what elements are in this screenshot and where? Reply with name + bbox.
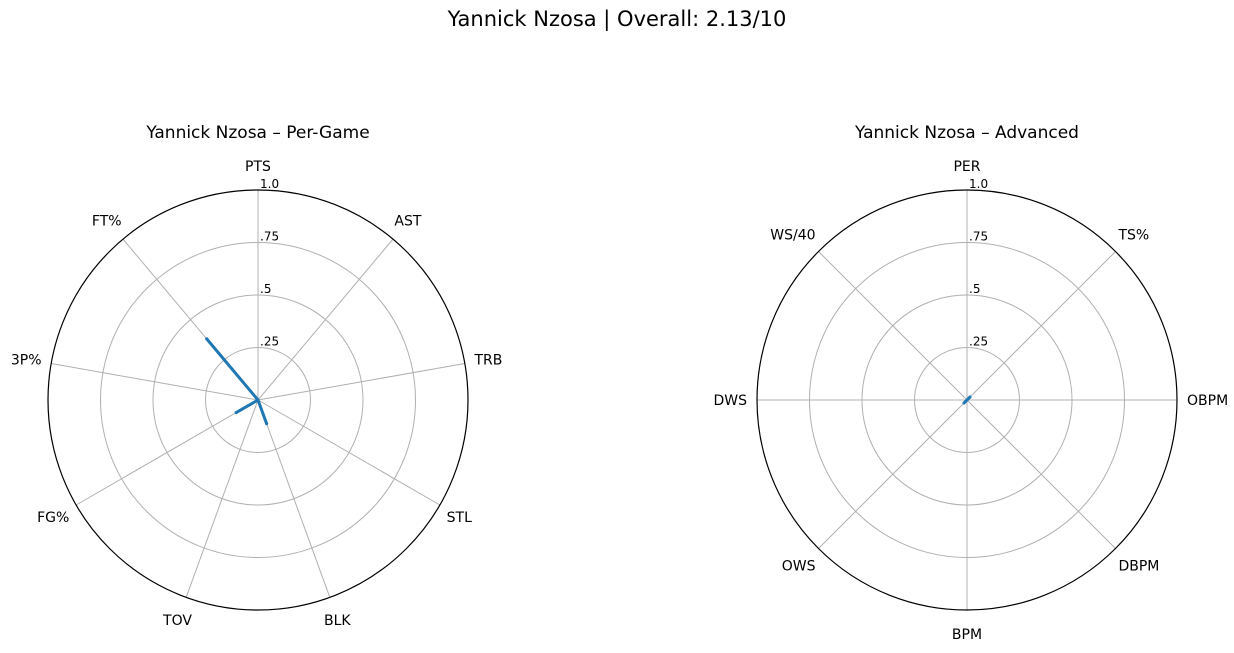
category-label-blk: BLK <box>324 613 351 629</box>
category-label-dbpm: DBPM <box>1118 558 1159 574</box>
category-label-trb: TRB <box>473 352 502 368</box>
category-label-dws: DWS <box>713 393 747 409</box>
spoke-blk <box>257 399 331 598</box>
radial-tick-label: .75 <box>260 230 279 244</box>
category-label-obpm: OBPM <box>1187 393 1228 409</box>
spoke-fg-pct <box>75 399 259 506</box>
chart-title-advanced: Yannick Nzosa – Advanced <box>854 123 1079 143</box>
spoke-dbpm <box>966 399 1116 549</box>
category-label-ws-40: WS/40 <box>770 228 815 244</box>
spoke-stl <box>257 399 441 506</box>
radar-chart-per-game: Yannick Nzosa – Per-Game .25 .5 .75 1.0 PTS A… <box>11 123 502 629</box>
spoke-ts-pct <box>966 251 1116 401</box>
radial-tick-label: .25 <box>969 335 988 349</box>
category-label-tov: TOV <box>162 613 192 629</box>
category-label-pts: PTS <box>245 159 271 175</box>
outer-frame <box>756 189 1178 611</box>
category-label-fg-pct: FG% <box>37 510 69 526</box>
category-label-ast: AST <box>394 214 421 230</box>
outer-frame <box>47 189 469 611</box>
data-point-3p-pct <box>256 398 260 402</box>
spoke-ws-40 <box>818 251 968 401</box>
data-point-ts-pct <box>968 395 972 399</box>
spoke-ows <box>818 399 968 549</box>
category-label-ows: OWS <box>782 558 816 574</box>
radial-tick-label: 1.0 <box>260 177 279 191</box>
radar-chart-advanced: Yannick Nzosa – Advanced .25 .5 .75 1.0 PER T… <box>713 123 1228 643</box>
chart-title-per-game: Yannick Nzosa – Per-Game <box>145 123 369 143</box>
category-label-ft-pct: FT% <box>92 214 122 230</box>
data-point-blk <box>265 422 269 426</box>
category-label-bpm: BPM <box>952 627 982 643</box>
category-label-3p-pct: 3P% <box>11 352 42 368</box>
radial-tick-label: .5 <box>260 282 271 296</box>
radial-tick-label: .5 <box>969 282 980 296</box>
category-label-stl: STL <box>447 510 472 526</box>
spoke-trb <box>257 363 465 401</box>
data-point-ows <box>962 401 966 405</box>
data-point-ws-40 <box>965 398 969 402</box>
spoke-3p-pct <box>51 363 259 401</box>
radial-tick-label: .75 <box>969 230 988 244</box>
radial-tick-label: 1.0 <box>969 177 988 191</box>
data-point-fg-pct <box>234 411 238 415</box>
radial-tick-label: .25 <box>260 335 279 349</box>
spoke-ast <box>257 238 394 401</box>
data-point-ft-pct <box>205 337 209 341</box>
spoke-tov <box>185 399 259 598</box>
category-label-per: PER <box>953 159 980 175</box>
figure-title: Yannick Nzosa | Overall: 2.13/10 <box>447 7 787 31</box>
category-label-ts-pct: TS% <box>1117 228 1149 244</box>
